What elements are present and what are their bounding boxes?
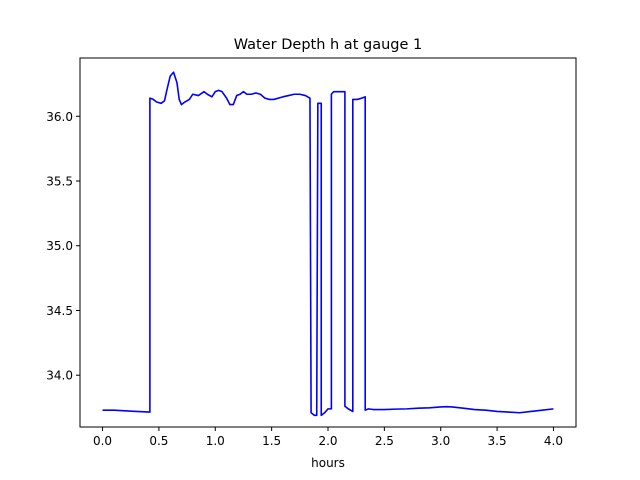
x-tick-label: 0.0 (93, 434, 112, 448)
y-tick-label: 35.0 (46, 239, 73, 253)
chart-title: Water Depth h at gauge 1 (234, 37, 422, 53)
axes-frame (79, 57, 577, 428)
x-tick-label: 1.0 (206, 434, 225, 448)
y-tick-label: 34.5 (46, 304, 73, 318)
y-tick-label: 36.0 (46, 110, 73, 124)
x-tick-label: 0.5 (149, 434, 168, 448)
x-axis: 0.0 0.5 1.0 1.5 2.0 2.5 3.0 3.5 4.0 (93, 427, 563, 448)
plot-area (102, 71, 554, 417)
y-tick-label: 34.0 (46, 369, 73, 383)
series-line (102, 71, 554, 417)
x-tick-label: 2.5 (375, 434, 394, 448)
y-axis: 34.0 34.5 35.0 35.5 36.0 (46, 110, 80, 383)
x-tick-label: 3.0 (431, 434, 450, 448)
x-tick-label: 2.0 (318, 434, 337, 448)
x-tick-label: 1.5 (262, 434, 281, 448)
x-tick-label: 3.5 (488, 434, 507, 448)
x-axis-label: hours (311, 456, 345, 470)
x-tick-label: 4.0 (544, 434, 563, 448)
y-tick-label: 35.5 (46, 175, 73, 189)
